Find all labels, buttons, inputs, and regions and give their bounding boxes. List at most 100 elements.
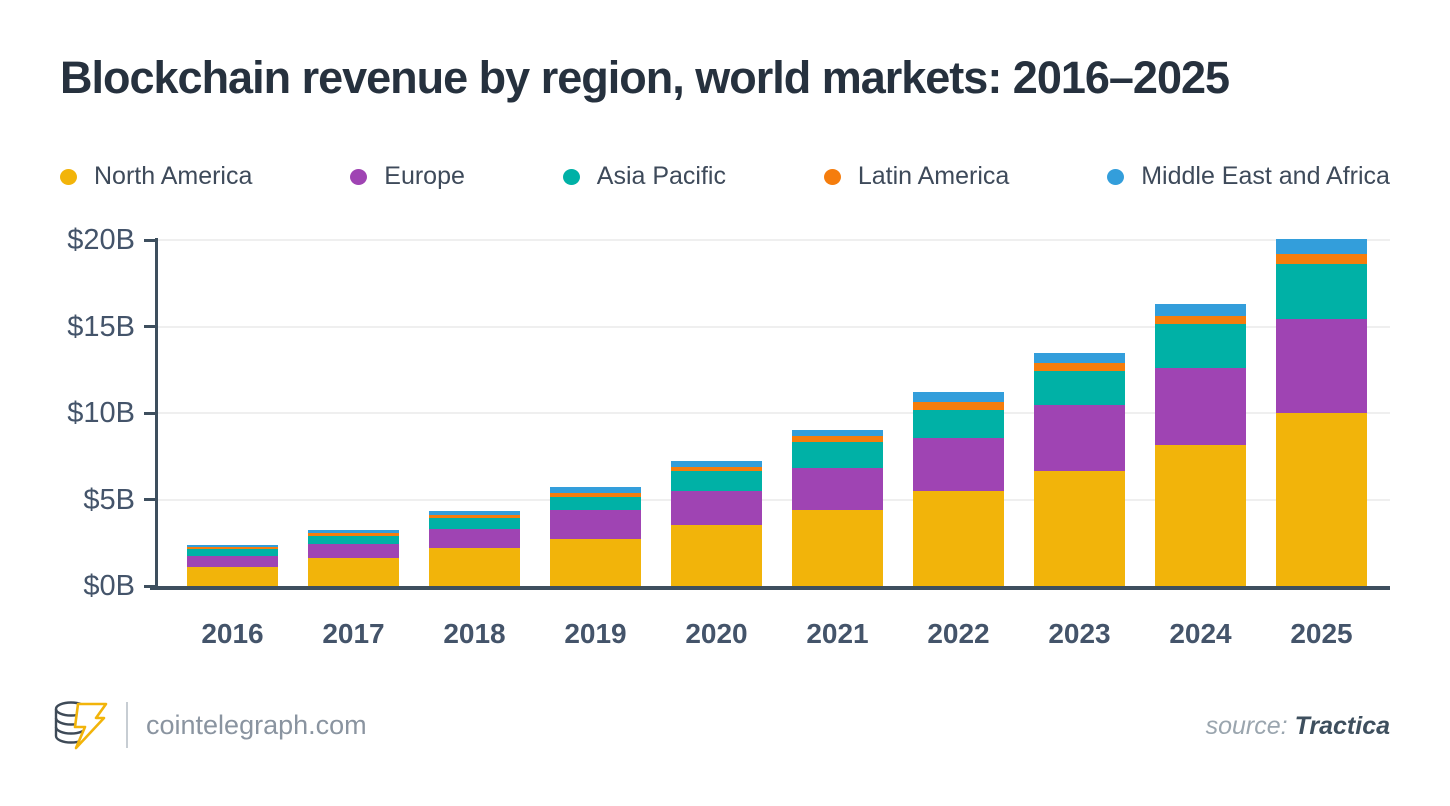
bar-segment-2020-europe	[671, 490, 762, 526]
y-axis-label-$0B: $0B	[83, 570, 135, 602]
bar-segment-2016-middle-east-and-africa	[187, 544, 278, 548]
gridline-$10B	[157, 412, 1390, 414]
bar-segment-2023-europe	[1034, 405, 1125, 471]
bar-segment-2021-europe	[792, 467, 883, 510]
x-axis-label-2020: 2020	[685, 618, 748, 649]
bar-segment-2022-europe	[913, 437, 1004, 491]
x-axis-label-2019: 2019	[564, 618, 627, 649]
legend-item-europe: Europe	[350, 162, 465, 191]
legend-item-latin-america: Latin America	[823, 162, 1010, 191]
bar-segment-2018-latin-america	[429, 515, 520, 518]
x-axis-label-2023: 2023	[1048, 618, 1111, 649]
bar-segment-2018-middle-east-and-africa	[429, 510, 520, 516]
y-tick-$5B	[144, 498, 158, 501]
legend-dot-icon	[562, 168, 580, 185]
bar-segment-2023-asia-pacific	[1034, 370, 1125, 406]
bar-segment-2022-asia-pacific	[913, 410, 1004, 438]
bar-segment-2019-latin-america	[550, 493, 641, 497]
gridline-$15B	[157, 325, 1390, 328]
x-axis-label-2016: 2016	[201, 618, 264, 649]
bar-segment-2018-asia-pacific	[429, 517, 520, 529]
bar-2021	[792, 430, 883, 586]
gridline-$20B	[157, 239, 1390, 241]
bar-segment-2025-north-america	[1276, 413, 1367, 586]
y-tick-$20B	[144, 238, 158, 242]
legend-dot-icon	[1107, 168, 1125, 185]
legend-dot-icon	[60, 168, 77, 185]
x-axis-label-2024: 2024	[1169, 618, 1232, 649]
legend-label: Europe	[384, 162, 465, 190]
bar-segment-2020-middle-east-and-africa	[671, 461, 762, 467]
y-tick-$0B	[144, 584, 158, 588]
bar-2019	[550, 486, 641, 586]
plot-area	[157, 238, 1390, 586]
legend-item-north-america: North America	[60, 162, 252, 191]
footer-divider	[126, 702, 128, 748]
bar-segment-2017-latin-america	[308, 533, 399, 536]
bar-segment-2017-north-america	[308, 558, 399, 586]
bar-segment-2023-latin-america	[1034, 363, 1125, 371]
bar-segment-2023-north-america	[1034, 470, 1125, 586]
bar-2022	[913, 392, 1004, 586]
y-axis-label-$15B: $15B	[67, 310, 135, 343]
bar-segment-2016-latin-america	[187, 547, 278, 549]
bar-segment-2024-europe	[1155, 368, 1246, 445]
footer-source: source: Tractica	[1206, 712, 1390, 741]
legend-item-middle-east-and-africa: Middle East and Africa	[1107, 162, 1390, 191]
bar-segment-2018-europe	[429, 528, 520, 549]
bar-2017	[308, 530, 399, 586]
x-axis-label-2022: 2022	[927, 618, 990, 649]
chart-legend: North America Europe Asia Pacific Latin Ame…	[60, 162, 1390, 191]
bar-segment-2021-latin-america	[792, 435, 883, 442]
bar-segment-2025-middle-east-and-africa	[1276, 238, 1367, 255]
bar-segment-2020-asia-pacific	[671, 470, 762, 491]
bar-segment-2017-asia-pacific	[308, 535, 399, 544]
legend-label: North America	[94, 162, 253, 190]
legend-item-asia-pacific: Asia Pacific	[562, 162, 726, 191]
y-axis-label-$20B: $20B	[67, 224, 135, 256]
bar-segment-2017-middle-east-and-africa	[308, 530, 399, 534]
bar-segment-2021-north-america	[792, 509, 883, 586]
bar-segment-2024-latin-america	[1155, 316, 1246, 325]
bar-segment-2016-asia-pacific	[187, 548, 278, 556]
x-axis-label-2021: 2021	[806, 618, 869, 649]
legend-dot-icon	[350, 168, 368, 185]
bar-segment-2025-asia-pacific	[1276, 264, 1367, 320]
bar-segment-2019-asia-pacific	[550, 496, 641, 510]
gridline-$5B	[157, 498, 1390, 501]
footer-site-text: cointelegraph.com	[146, 710, 367, 740]
source-value: Tractica	[1294, 712, 1390, 740]
bar-segment-2018-north-america	[429, 548, 520, 586]
bar-2023	[1034, 353, 1125, 586]
bar-segment-2023-middle-east-and-africa	[1034, 353, 1125, 364]
bar-segment-2024-asia-pacific	[1155, 324, 1246, 369]
bar-2024	[1155, 303, 1246, 586]
bar-2025	[1276, 238, 1367, 586]
cointelegraph-logo-icon	[54, 701, 108, 750]
bar-segment-2016-europe	[187, 555, 278, 567]
bar-2020	[671, 461, 762, 586]
x-axis-label-2018: 2018	[443, 618, 506, 649]
x-axis-label-2017: 2017	[322, 618, 385, 649]
bar-2016	[187, 544, 278, 586]
bar-segment-2019-middle-east-and-africa	[550, 486, 641, 494]
source-label: source:	[1205, 712, 1288, 740]
bar-segment-2024-north-america	[1155, 444, 1246, 586]
bar-segment-2022-latin-america	[913, 402, 1004, 411]
bar-segment-2020-north-america	[671, 525, 762, 586]
legend-label: Latin America	[857, 162, 1010, 190]
y-axis-label-$10B: $10B	[67, 397, 135, 429]
bar-segment-2025-europe	[1276, 319, 1367, 413]
y-tick-$10B	[144, 411, 158, 415]
bar-segment-2022-middle-east-and-africa	[913, 392, 1004, 403]
bar-segment-2019-europe	[550, 509, 641, 540]
legend-dot-icon	[823, 168, 841, 185]
bar-segment-2024-middle-east-and-africa	[1155, 303, 1246, 317]
bar-segment-2021-asia-pacific	[792, 441, 883, 468]
y-axis-label-$5B: $5B	[83, 483, 135, 516]
legend-label: Middle East and Africa	[1141, 162, 1390, 190]
bar-2018	[429, 510, 520, 586]
bar-segment-2017-europe	[308, 543, 399, 559]
legend-label: Asia Pacific	[596, 162, 726, 190]
